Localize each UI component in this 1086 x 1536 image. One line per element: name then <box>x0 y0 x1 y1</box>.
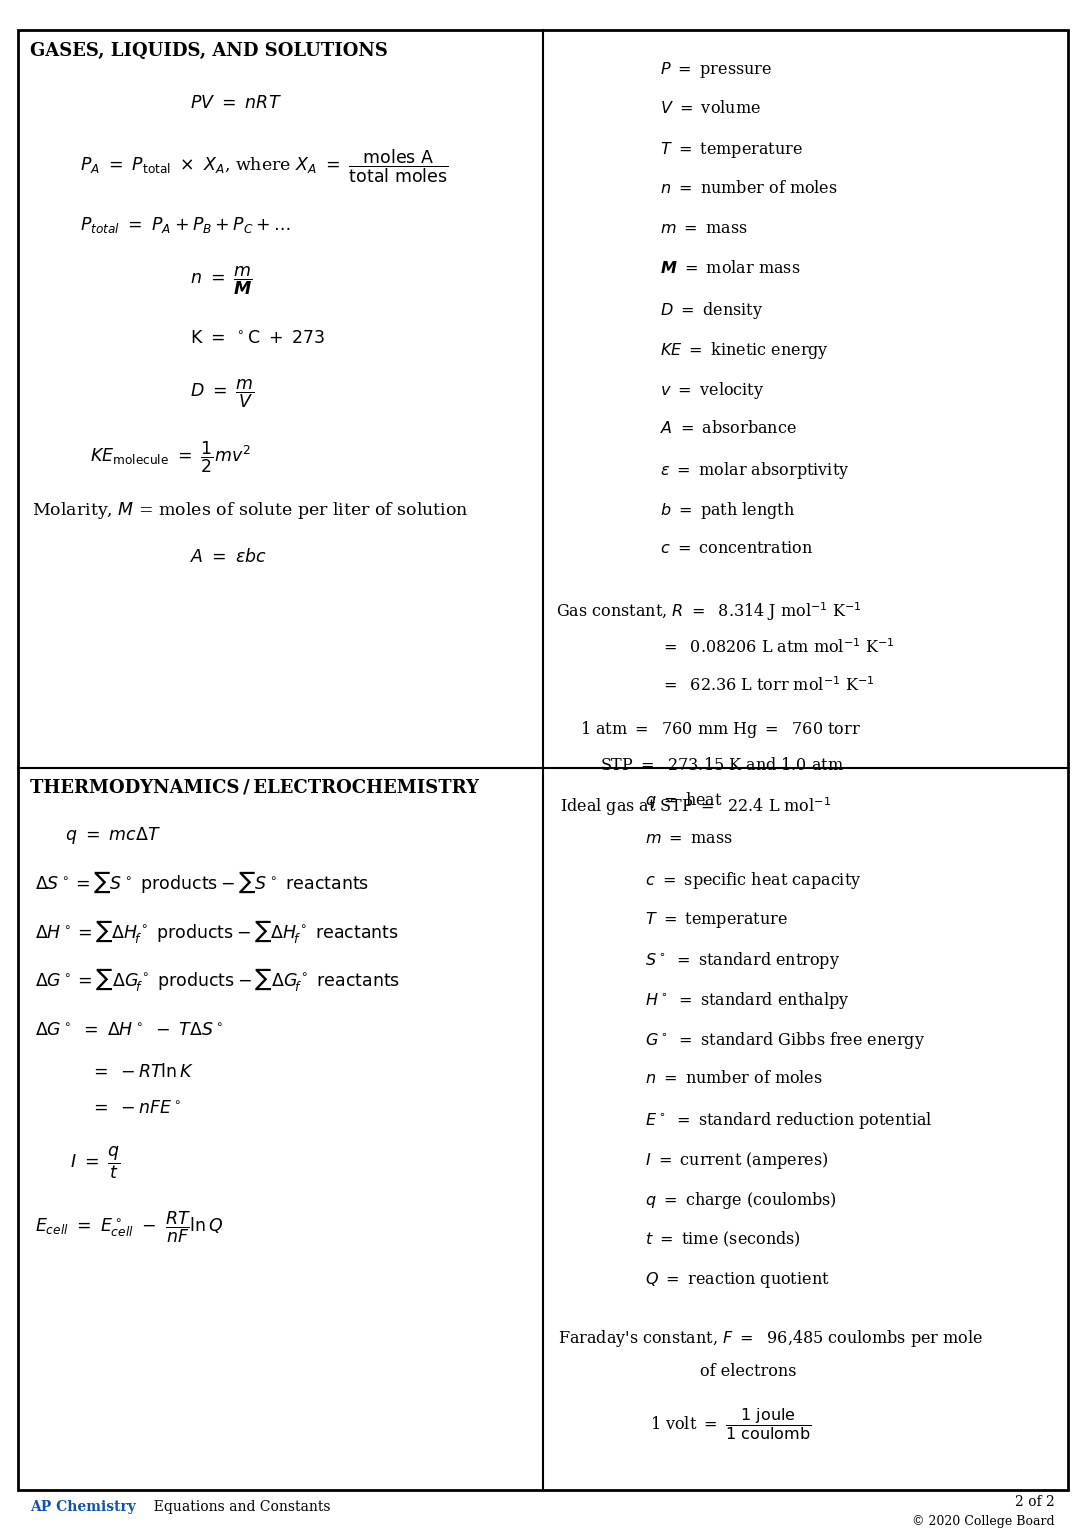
Text: $\mathit{c}$$\ =\ $concentration: $\mathit{c}$$\ =\ $concentration <box>660 541 813 558</box>
Text: of electrons: of electrons <box>700 1362 796 1379</box>
Text: $\mathit{A}$$\ =\ $absorbance: $\mathit{A}$$\ =\ $absorbance <box>660 419 797 438</box>
Text: $=\ $ 62.36 L torr mol$^{-1}$ K$^{-1}$: $=\ $ 62.36 L torr mol$^{-1}$ K$^{-1}$ <box>660 676 874 694</box>
Text: 2 of 2: 2 of 2 <box>1015 1495 1055 1508</box>
Text: $\mathit{c}$$\ =\ $specific heat capacity: $\mathit{c}$$\ =\ $specific heat capacit… <box>645 869 861 891</box>
Text: $\mathit{S}^\circ$$\ =\ $standard entropy: $\mathit{S}^\circ$$\ =\ $standard entrop… <box>645 949 841 971</box>
Text: $\mathit{T}$$\ =\ $temperature: $\mathit{T}$$\ =\ $temperature <box>660 140 803 160</box>
Text: $\mathit{t}$$\ =\ $time (seconds): $\mathit{t}$$\ =\ $time (seconds) <box>645 1230 800 1249</box>
Text: $=\ $ 0.08206 L atm mol$^{-1}$ K$^{-1}$: $=\ $ 0.08206 L atm mol$^{-1}$ K$^{-1}$ <box>660 637 895 657</box>
Text: Ideal gas at STP $=\ $ 22.4 L mol$^{-1}$: Ideal gas at STP $=\ $ 22.4 L mol$^{-1}$ <box>560 796 831 817</box>
Text: $\Delta \mathit{H}^\circ = \sum \Delta \mathit{H}_{\!\mathit{f}}^\circ\ \mathrm{: $\Delta \mathit{H}^\circ = \sum \Delta \… <box>35 919 399 945</box>
Text: $\mathit{A}\ =\ \varepsilon \mathit{bc}$: $\mathit{A}\ =\ \varepsilon \mathit{bc}$ <box>190 548 267 565</box>
Text: $\mathit{Q}$$\ =\ $reaction quotient: $\mathit{Q}$$\ =\ $reaction quotient <box>645 1270 830 1290</box>
Text: $\mathit{v}$$\ =\ $velocity: $\mathit{v}$$\ =\ $velocity <box>660 379 765 401</box>
Text: $\mathit{T}$$\ =\ $temperature: $\mathit{T}$$\ =\ $temperature <box>645 909 787 929</box>
Text: $\mathit{n}$$\ =\ $number of moles: $\mathit{n}$$\ =\ $number of moles <box>660 180 837 197</box>
Text: © 2020 College Board: © 2020 College Board <box>912 1514 1055 1528</box>
Text: $\mathit{P}_{\mathit{total}}\ =\ \mathit{P}_\mathit{A}+\mathit{P}_\mathit{B}+\ma: $\mathit{P}_{\mathit{total}}\ =\ \mathit… <box>80 215 291 235</box>
Text: $\Delta \mathit{G}^\circ = \sum \Delta \mathit{G}_{\!\mathit{f}}^\circ\ \mathrm{: $\Delta \mathit{G}^\circ = \sum \Delta \… <box>35 966 401 992</box>
Text: $\mathit{V}$$\ =\ $volume: $\mathit{V}$$\ =\ $volume <box>660 100 761 117</box>
Text: AP Chemistry: AP Chemistry <box>30 1501 136 1514</box>
Text: $\mathit{q}$$\ =\ $charge (coulombs): $\mathit{q}$$\ =\ $charge (coulombs) <box>645 1190 837 1210</box>
Text: Equations and Constants: Equations and Constants <box>146 1501 330 1514</box>
Text: Gas constant, $\mathit{R}\ =\ $ 8.314 J mol$^{-1}$ K$^{-1}$: Gas constant, $\mathit{R}\ =\ $ 8.314 J … <box>556 601 862 622</box>
Text: $=\ -\mathit{nF}\mathit{E}^\circ$: $=\ -\mathit{nF}\mathit{E}^\circ$ <box>90 1100 181 1117</box>
Text: $\mathit{q}$$\ =\ $heat: $\mathit{q}$$\ =\ $heat <box>645 790 723 809</box>
Text: Molarity, $\mathit{M}$ = moles of solute per liter of solution: Molarity, $\mathit{M}$ = moles of solute… <box>31 501 469 521</box>
Text: $\mathit{n}\ =\ \dfrac{\mathit{m}}{\boldsymbol{M}}$: $\mathit{n}\ =\ \dfrac{\mathit{m}}{\bold… <box>190 266 253 298</box>
Text: $\mathit{D}\ =\ \dfrac{\mathit{m}}{\mathit{V}}$: $\mathit{D}\ =\ \dfrac{\mathit{m}}{\math… <box>190 378 255 410</box>
Text: $\mathit{m}$$\ =\ $mass: $\mathit{m}$$\ =\ $mass <box>645 829 733 846</box>
Text: $\mathit{q}\ =\ \mathit{mc}\Delta\mathit{T}$: $\mathit{q}\ =\ \mathit{mc}\Delta\mathit… <box>65 825 161 846</box>
Text: $\Delta \mathit{S}^\circ = \sum \mathit{S}^\circ\ \mathrm{products} - \sum \math: $\Delta \mathit{S}^\circ = \sum \mathit{… <box>35 869 369 895</box>
Text: $\mathit{E}^\circ$$\ =\ $standard reduction potential: $\mathit{E}^\circ$$\ =\ $standard reduct… <box>645 1111 933 1130</box>
Text: $\mathit{D}$$\ =\ $density: $\mathit{D}$$\ =\ $density <box>660 300 763 321</box>
Text: GASES, LIQUIDS, AND SOLUTIONS: GASES, LIQUIDS, AND SOLUTIONS <box>30 41 388 60</box>
Text: $\mathit{I}$$\ =\ $current (amperes): $\mathit{I}$$\ =\ $current (amperes) <box>645 1150 829 1170</box>
Text: $\mathit{G}^\circ$$\ =\ $standard Gibbs free energy: $\mathit{G}^\circ$$\ =\ $standard Gibbs … <box>645 1031 925 1051</box>
Text: $\mathit{P}$$\ =\ $pressure: $\mathit{P}$$\ =\ $pressure <box>660 60 772 80</box>
Text: $\mathit{I}\ =\ \dfrac{\mathit{q}}{\mathit{t}}$: $\mathit{I}\ =\ \dfrac{\mathit{q}}{\math… <box>70 1144 121 1181</box>
Text: $\mathit{KE}_{\mathrm{molecule}}\ =\ \dfrac{1}{2}\mathit{mv}^2$: $\mathit{KE}_{\mathrm{molecule}}\ =\ \df… <box>90 439 251 476</box>
Text: $\mathrm{K}\ =\ {^\circ}\mathrm{C}\ +\ 273$: $\mathrm{K}\ =\ {^\circ}\mathrm{C}\ +\ 2… <box>190 330 326 347</box>
Text: $=\ -\mathit{RT}\ln \mathit{K}$: $=\ -\mathit{RT}\ln \mathit{K}$ <box>90 1063 194 1081</box>
Text: 1 volt $=\ \dfrac{\mathrm{1\ joule}}{\mathrm{1\ coulomb}}$: 1 volt $=\ \dfrac{\mathrm{1\ joule}}{\ma… <box>651 1405 811 1442</box>
Text: Faraday's constant, $\mathit{F}\ =\ $ 96,485 coulombs per mole: Faraday's constant, $\mathit{F}\ =\ $ 96… <box>558 1329 983 1349</box>
Text: $\mathit{KE}$$\ =\ $kinetic energy: $\mathit{KE}$$\ =\ $kinetic energy <box>660 339 829 361</box>
Text: $\mathit{b}$$\ =\ $path length: $\mathit{b}$$\ =\ $path length <box>660 501 795 521</box>
Text: $\mathit{E}_{\mathit{cell}}\ =\ \mathit{E}^\circ_{\mathit{cell}}\ -\ \dfrac{\mat: $\mathit{E}_{\mathit{cell}}\ =\ \mathit{… <box>35 1210 224 1246</box>
Text: $\mathit{m}$$\ =\ $mass: $\mathit{m}$$\ =\ $mass <box>660 220 748 237</box>
Text: $\boldsymbol{M}$$\ =\ $molar mass: $\boldsymbol{M}$$\ =\ $molar mass <box>660 260 800 276</box>
Text: $\mathit{PV}\ =\ \mathit{nRT}$: $\mathit{PV}\ =\ \mathit{nRT}$ <box>190 95 281 112</box>
Text: $\Delta \mathit{G}^\circ\ =\ \Delta \mathit{H}^\circ\ -\ \mathit{T}\Delta \mathi: $\Delta \mathit{G}^\circ\ =\ \Delta \mat… <box>35 1021 224 1038</box>
Text: 1 atm $=\ $ 760 mm Hg $=\ $ 760 torr: 1 atm $=\ $ 760 mm Hg $=\ $ 760 torr <box>580 719 861 740</box>
Text: $\varepsilon$$\ =\ $molar absorptivity: $\varepsilon$$\ =\ $molar absorptivity <box>660 459 849 481</box>
Text: $\mathit{n}$$\ =\ $number of moles: $\mathit{n}$$\ =\ $number of moles <box>645 1071 823 1087</box>
Text: $\mathit{P}_\mathit{A}\ =\ \mathit{P}_\mathrm{total}\ \times\ \mathit{X}_\mathit: $\mathit{P}_\mathit{A}\ =\ \mathit{P}_\m… <box>80 147 449 186</box>
Text: $\mathit{H}^\circ$$\ =\ $standard enthalpy: $\mathit{H}^\circ$$\ =\ $standard enthal… <box>645 991 849 1011</box>
Text: THERMODYNAMICS / ELECTROCHEMISTRY: THERMODYNAMICS / ELECTROCHEMISTRY <box>30 779 479 796</box>
Text: STP $=\ $ 273.15 K and 1.0 atm: STP $=\ $ 273.15 K and 1.0 atm <box>599 757 844 774</box>
